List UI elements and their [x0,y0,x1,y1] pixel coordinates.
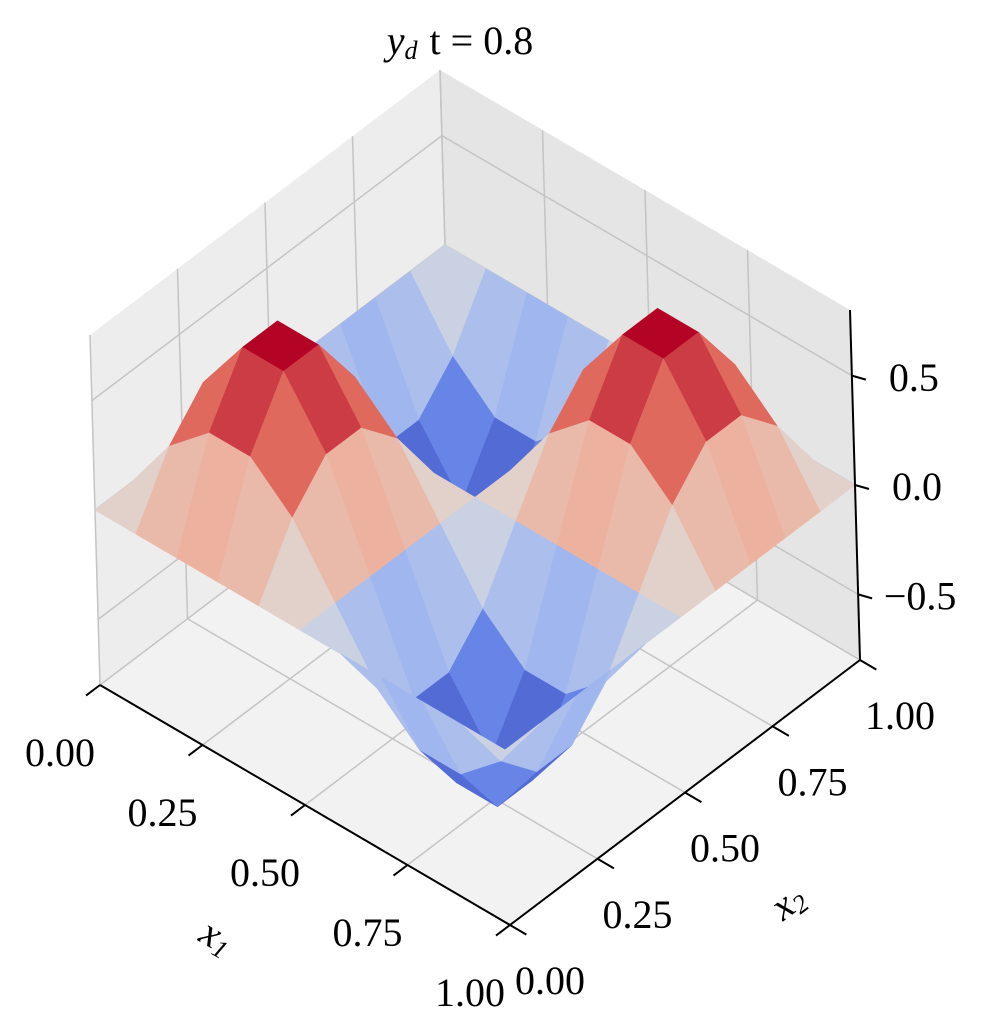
y-tick-label: 0.75 [778,759,848,804]
surface-patch [463,723,541,762]
x-tick [85,684,101,697]
x-tick-label: 1.00 [435,970,505,1015]
y-tick [509,924,527,936]
z-tick-label: −0.5 [884,574,957,619]
y-axis-label: x2 [761,874,815,930]
z-tick-label: 0.5 [889,355,939,400]
title-text: t = 0.8 [430,18,534,63]
grid-line [441,134,853,377]
title-subscript: d [405,36,419,65]
y-tick-label: 1.00 [865,693,935,738]
x-tick-label: 0.25 [128,790,198,835]
x-tick [290,804,306,817]
y-tick [684,791,702,803]
chart-title: yd t = 0.8 [383,18,533,65]
z-tick [851,374,867,381]
x-tick [392,864,409,877]
y-tick-label: 0.00 [515,958,585,1003]
x-tick-label: 0.50 [230,850,300,895]
z-tick-label: 0.0 [892,464,942,509]
surface [94,244,856,808]
x-axis-label: x1 [191,909,242,965]
y-tick [859,659,877,671]
x-tick-label: 0.75 [333,910,403,955]
y-tick [596,857,615,870]
grid-line [91,135,443,402]
grid-line [187,618,598,860]
y-tick [771,725,790,737]
title-variable: y [383,18,405,63]
x-tick [187,744,204,757]
x-tick [495,924,511,937]
axes: 0.000.250.500.751.00 0.000.250.500.751.00… [25,309,957,1015]
x-tick-label: 0.00 [25,730,95,775]
y-tick-label: 0.50 [690,826,760,871]
z-tick [854,484,870,490]
z-tick [857,593,873,600]
y-tick-label: 0.25 [603,892,673,937]
